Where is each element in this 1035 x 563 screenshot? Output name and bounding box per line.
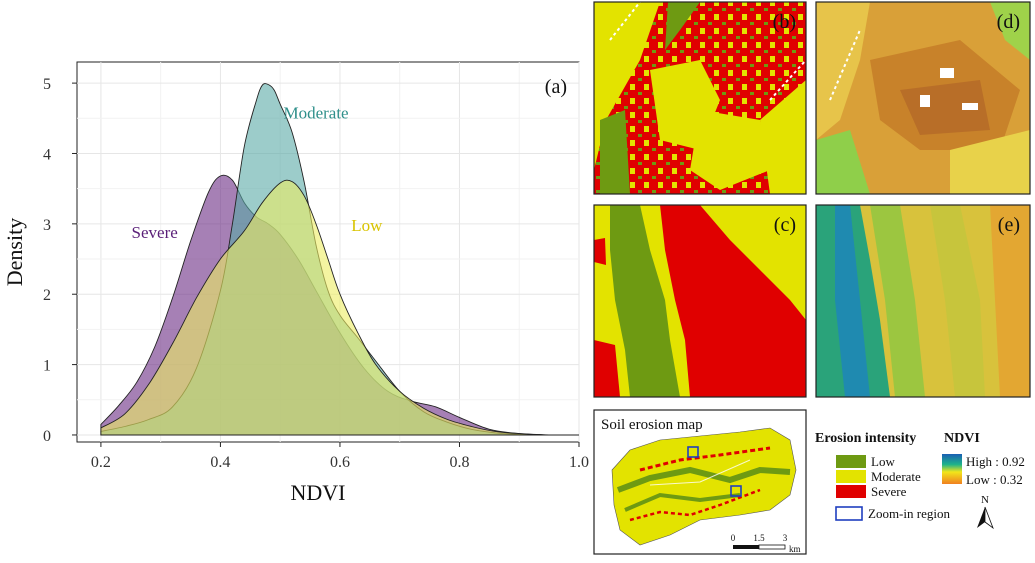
x-tick-label-4: 1.0 <box>569 454 589 471</box>
scale-0: 0 <box>731 533 736 543</box>
y-tick-label-3: 3 <box>43 217 51 234</box>
panel-label-e: (e) <box>998 214 1020 236</box>
legend-swatch-zoom <box>835 506 863 521</box>
series-label-low: Low <box>351 216 383 235</box>
legend-swatch-low <box>836 455 866 468</box>
panel-label-a: (a) <box>545 76 567 98</box>
panel-label-b: (b) <box>773 11 796 33</box>
legend-swatch-moderate <box>836 470 866 483</box>
panel-c: (c) <box>593 204 807 398</box>
y-tick-label-1: 1 <box>43 358 51 375</box>
x-axis: 0.2 0.4 0.6 0.8 1.0 <box>91 442 589 471</box>
panel-b: (b) <box>593 1 807 195</box>
ndvi-legend-title: NDVI <box>944 431 980 446</box>
series-label-severe: Severe <box>132 223 178 242</box>
ndvi-gradient-bar <box>942 454 962 484</box>
ndvi-high-label: High : 0.92 <box>966 454 1025 469</box>
y-tick-label-5: 5 <box>43 76 51 93</box>
y-tick-label-2: 2 <box>43 287 51 304</box>
x-tick-label-3: 0.8 <box>449 454 469 471</box>
density-areas <box>100 83 580 436</box>
legend-label-low: Low <box>871 454 895 469</box>
x-axis-label: NDVI <box>291 480 346 505</box>
scale-2: 3 <box>783 533 788 543</box>
zoom-box-1 <box>687 446 699 458</box>
y-tick-label-4: 4 <box>43 146 51 163</box>
legend: Erosion intensity Low Moderate Severe Zo… <box>815 431 1025 530</box>
series-label-moderate: Moderate <box>283 103 348 122</box>
legend-label-moderate: Moderate <box>871 469 921 484</box>
x-tick-label-1: 0.4 <box>210 454 230 471</box>
y-axis: 0 1 2 3 4 5 <box>43 76 77 445</box>
scale-unit: km <box>789 544 801 554</box>
ndvi-low-label: Low : 0.32 <box>966 472 1023 487</box>
erosion-legend-title: Erosion intensity <box>815 431 916 446</box>
legend-swatch-severe <box>836 485 866 498</box>
panel-e: (e) <box>815 204 1031 398</box>
density-chart: 0.2 0.4 0.6 0.8 1.0 0 1 2 3 4 5 Severe Moderate Low… <box>2 61 589 505</box>
panel-label-d: (d) <box>997 11 1020 33</box>
legend-label-zoom: Zoom-in region <box>868 506 950 521</box>
panel-label-c: (c) <box>774 214 796 236</box>
watershed-shape <box>611 427 797 546</box>
y-tick-label-0: 0 <box>43 428 51 445</box>
series-labels: Severe Moderate Low <box>132 103 384 242</box>
soil-erosion-map: Soil erosion map 0 1.5 3 km <box>593 409 807 555</box>
legend-label-severe: Severe <box>871 484 907 499</box>
density-area-low <box>100 179 580 436</box>
map-title: Soil erosion map <box>601 417 703 433</box>
panel-d: (d) <box>815 1 1031 195</box>
zoom-box-2 <box>730 485 742 497</box>
x-tick-label-0: 0.2 <box>91 454 111 471</box>
north-label: N <box>981 494 989 506</box>
north-arrow-icon: N <box>977 494 994 530</box>
y-axis-label: Density <box>2 218 27 286</box>
x-tick-label-2: 0.6 <box>330 454 350 471</box>
scale-1: 1.5 <box>753 533 765 543</box>
